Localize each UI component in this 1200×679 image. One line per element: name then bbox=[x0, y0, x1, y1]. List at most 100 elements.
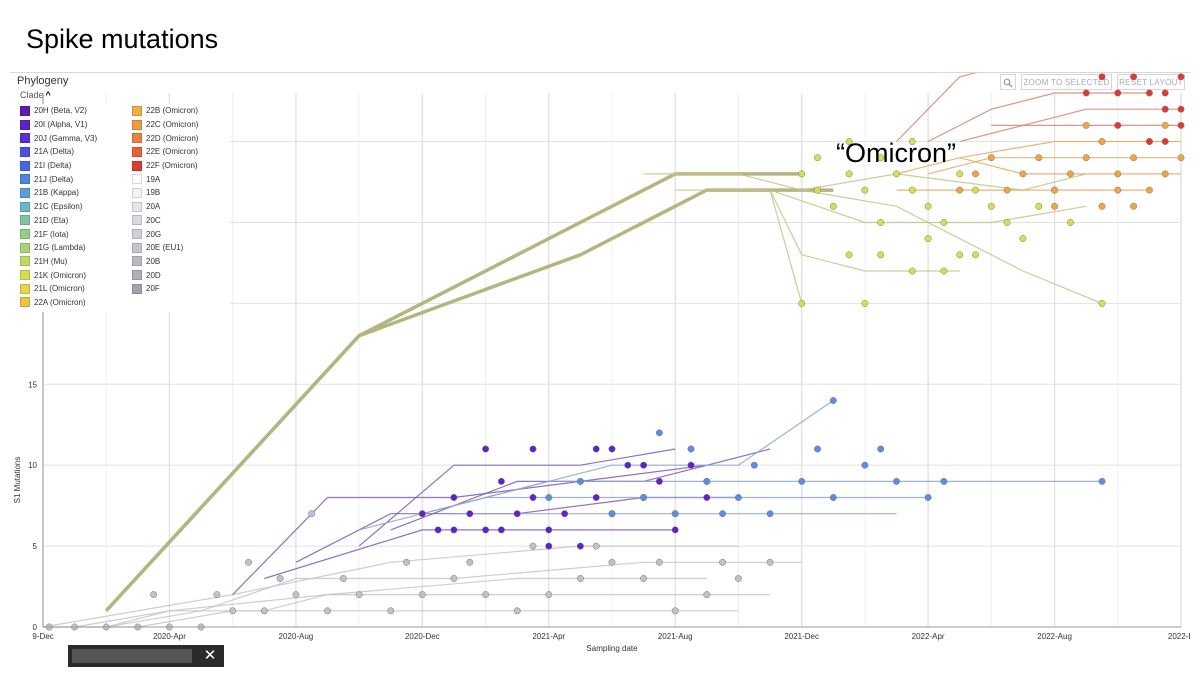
tip-point[interactable] bbox=[1082, 154, 1090, 162]
tip-point[interactable] bbox=[972, 170, 979, 178]
tip-point[interactable] bbox=[513, 607, 521, 615]
tip-point[interactable] bbox=[814, 154, 821, 162]
phylogeny-chart[interactable]: 9-Dec 2020-Apr 2020-Aug 2020-Dec 2021-Apr 202… bbox=[10, 73, 1190, 663]
tip-point[interactable] bbox=[640, 461, 648, 469]
legend-item[interactable]: 21A (Delta) bbox=[20, 145, 128, 159]
tip-point[interactable] bbox=[908, 138, 916, 145]
tip-point[interactable] bbox=[814, 445, 821, 453]
tip-point[interactable] bbox=[940, 219, 948, 226]
legend-item[interactable]: 22A (Omicron) bbox=[20, 296, 128, 310]
tip-point[interactable] bbox=[861, 299, 869, 307]
tip-point[interactable] bbox=[987, 154, 995, 162]
tip-point[interactable] bbox=[1114, 89, 1122, 97]
tip-point[interactable] bbox=[1019, 170, 1027, 178]
tip-point[interactable] bbox=[845, 170, 853, 178]
tip-point[interactable] bbox=[1177, 154, 1185, 162]
legend-item[interactable]: 22F (Omicron) bbox=[132, 159, 228, 173]
tip-point[interactable] bbox=[592, 445, 600, 453]
tip-point[interactable] bbox=[766, 558, 774, 566]
legend-item[interactable]: 20J (Gamma, V3) bbox=[20, 131, 128, 145]
tip-point[interactable] bbox=[229, 607, 237, 615]
tip-point[interactable] bbox=[703, 591, 711, 599]
tip-point[interactable] bbox=[1145, 186, 1153, 194]
tip-point[interactable] bbox=[845, 138, 853, 145]
tip-point[interactable] bbox=[434, 526, 442, 534]
tip-point[interactable] bbox=[355, 591, 363, 599]
tip-point[interactable] bbox=[671, 607, 679, 615]
tip-point[interactable] bbox=[1114, 186, 1122, 194]
legend-item[interactable]: 22B (Omicron) bbox=[132, 104, 228, 118]
tip-point[interactable] bbox=[1003, 219, 1011, 226]
tip-point[interactable] bbox=[466, 510, 474, 518]
tip-point[interactable] bbox=[671, 526, 679, 534]
video-popup[interactable]: ✕ bbox=[68, 645, 224, 667]
tip-point[interactable] bbox=[1003, 186, 1011, 194]
tip-point[interactable] bbox=[529, 494, 537, 501]
tip-point[interactable] bbox=[592, 542, 600, 550]
tip-point[interactable] bbox=[924, 235, 932, 243]
tip-point[interactable] bbox=[150, 591, 158, 599]
legend-item[interactable]: 21F (Iota) bbox=[20, 227, 128, 241]
legend-item[interactable]: 21J (Delta) bbox=[20, 172, 128, 186]
tip-point[interactable] bbox=[545, 526, 553, 534]
tip-point[interactable] bbox=[1161, 121, 1169, 129]
tip-point[interactable] bbox=[1161, 89, 1169, 97]
tip-point[interactable] bbox=[750, 461, 758, 469]
tip-point[interactable] bbox=[877, 251, 885, 259]
tip-point[interactable] bbox=[292, 591, 300, 599]
tip-point[interactable] bbox=[276, 575, 284, 582]
tip-point[interactable] bbox=[482, 526, 490, 534]
popup-close-button[interactable]: ✕ bbox=[200, 646, 220, 666]
clade-legend-toggle[interactable]: Clade ^ bbox=[20, 90, 51, 100]
tip-point[interactable] bbox=[608, 445, 616, 453]
tip-point[interactable] bbox=[545, 494, 553, 501]
tip-point[interactable] bbox=[576, 477, 584, 485]
tip-point[interactable] bbox=[387, 607, 395, 615]
tip-point[interactable] bbox=[450, 575, 458, 582]
tip-point[interactable] bbox=[719, 510, 727, 518]
legend-item[interactable]: 21C (Epsilon) bbox=[20, 200, 128, 214]
tip-point[interactable] bbox=[308, 510, 316, 518]
legend-item[interactable]: 21L (Omicron) bbox=[20, 282, 128, 296]
tip-point[interactable] bbox=[624, 461, 632, 469]
tip-point[interactable] bbox=[513, 510, 521, 518]
tip-point[interactable] bbox=[545, 591, 553, 599]
tip-point[interactable] bbox=[1098, 202, 1106, 210]
tip-point[interactable] bbox=[1130, 202, 1138, 210]
legend-item[interactable]: 19A bbox=[132, 172, 228, 186]
tip-point[interactable] bbox=[877, 219, 885, 226]
tip-point[interactable] bbox=[497, 526, 505, 534]
tip-point[interactable] bbox=[324, 607, 331, 615]
tip-point[interactable] bbox=[576, 575, 584, 582]
tip-point[interactable] bbox=[798, 299, 806, 307]
tip-point[interactable] bbox=[829, 494, 837, 501]
tip-point[interactable] bbox=[1082, 121, 1090, 129]
tip-point[interactable] bbox=[1082, 89, 1090, 97]
tip-point[interactable] bbox=[1051, 186, 1059, 194]
legend-item[interactable]: 20C bbox=[132, 214, 228, 228]
tip-point[interactable] bbox=[1098, 138, 1106, 145]
tip-point[interactable] bbox=[829, 202, 837, 210]
tip-point[interactable] bbox=[640, 494, 648, 501]
tip-point[interactable] bbox=[1066, 219, 1074, 226]
tip-point[interactable] bbox=[608, 558, 616, 566]
legend-item[interactable]: 20H (Beta, V2) bbox=[20, 104, 128, 118]
legend-item[interactable]: 22D (Omicron) bbox=[132, 131, 228, 145]
tip-point[interactable] bbox=[734, 575, 742, 582]
tip-point[interactable] bbox=[655, 477, 663, 485]
tip-point[interactable] bbox=[861, 186, 869, 194]
tip-point[interactable] bbox=[1098, 299, 1106, 307]
tip-point[interactable] bbox=[403, 558, 410, 566]
tip-point[interactable] bbox=[940, 477, 948, 485]
legend-item[interactable]: 20E (EU1) bbox=[132, 241, 228, 255]
tip-point[interactable] bbox=[1177, 105, 1185, 113]
tip-point[interactable] bbox=[956, 170, 964, 178]
tip-point[interactable] bbox=[482, 445, 490, 453]
legend-item[interactable]: 21D (Eta) bbox=[20, 214, 128, 228]
legend-item[interactable]: 20B bbox=[132, 255, 228, 269]
tip-point[interactable] bbox=[972, 186, 979, 194]
legend-item[interactable]: 20G bbox=[132, 227, 228, 241]
tip-point[interactable] bbox=[940, 267, 948, 275]
tip-point[interactable] bbox=[972, 251, 979, 259]
tip-point[interactable] bbox=[687, 461, 695, 469]
